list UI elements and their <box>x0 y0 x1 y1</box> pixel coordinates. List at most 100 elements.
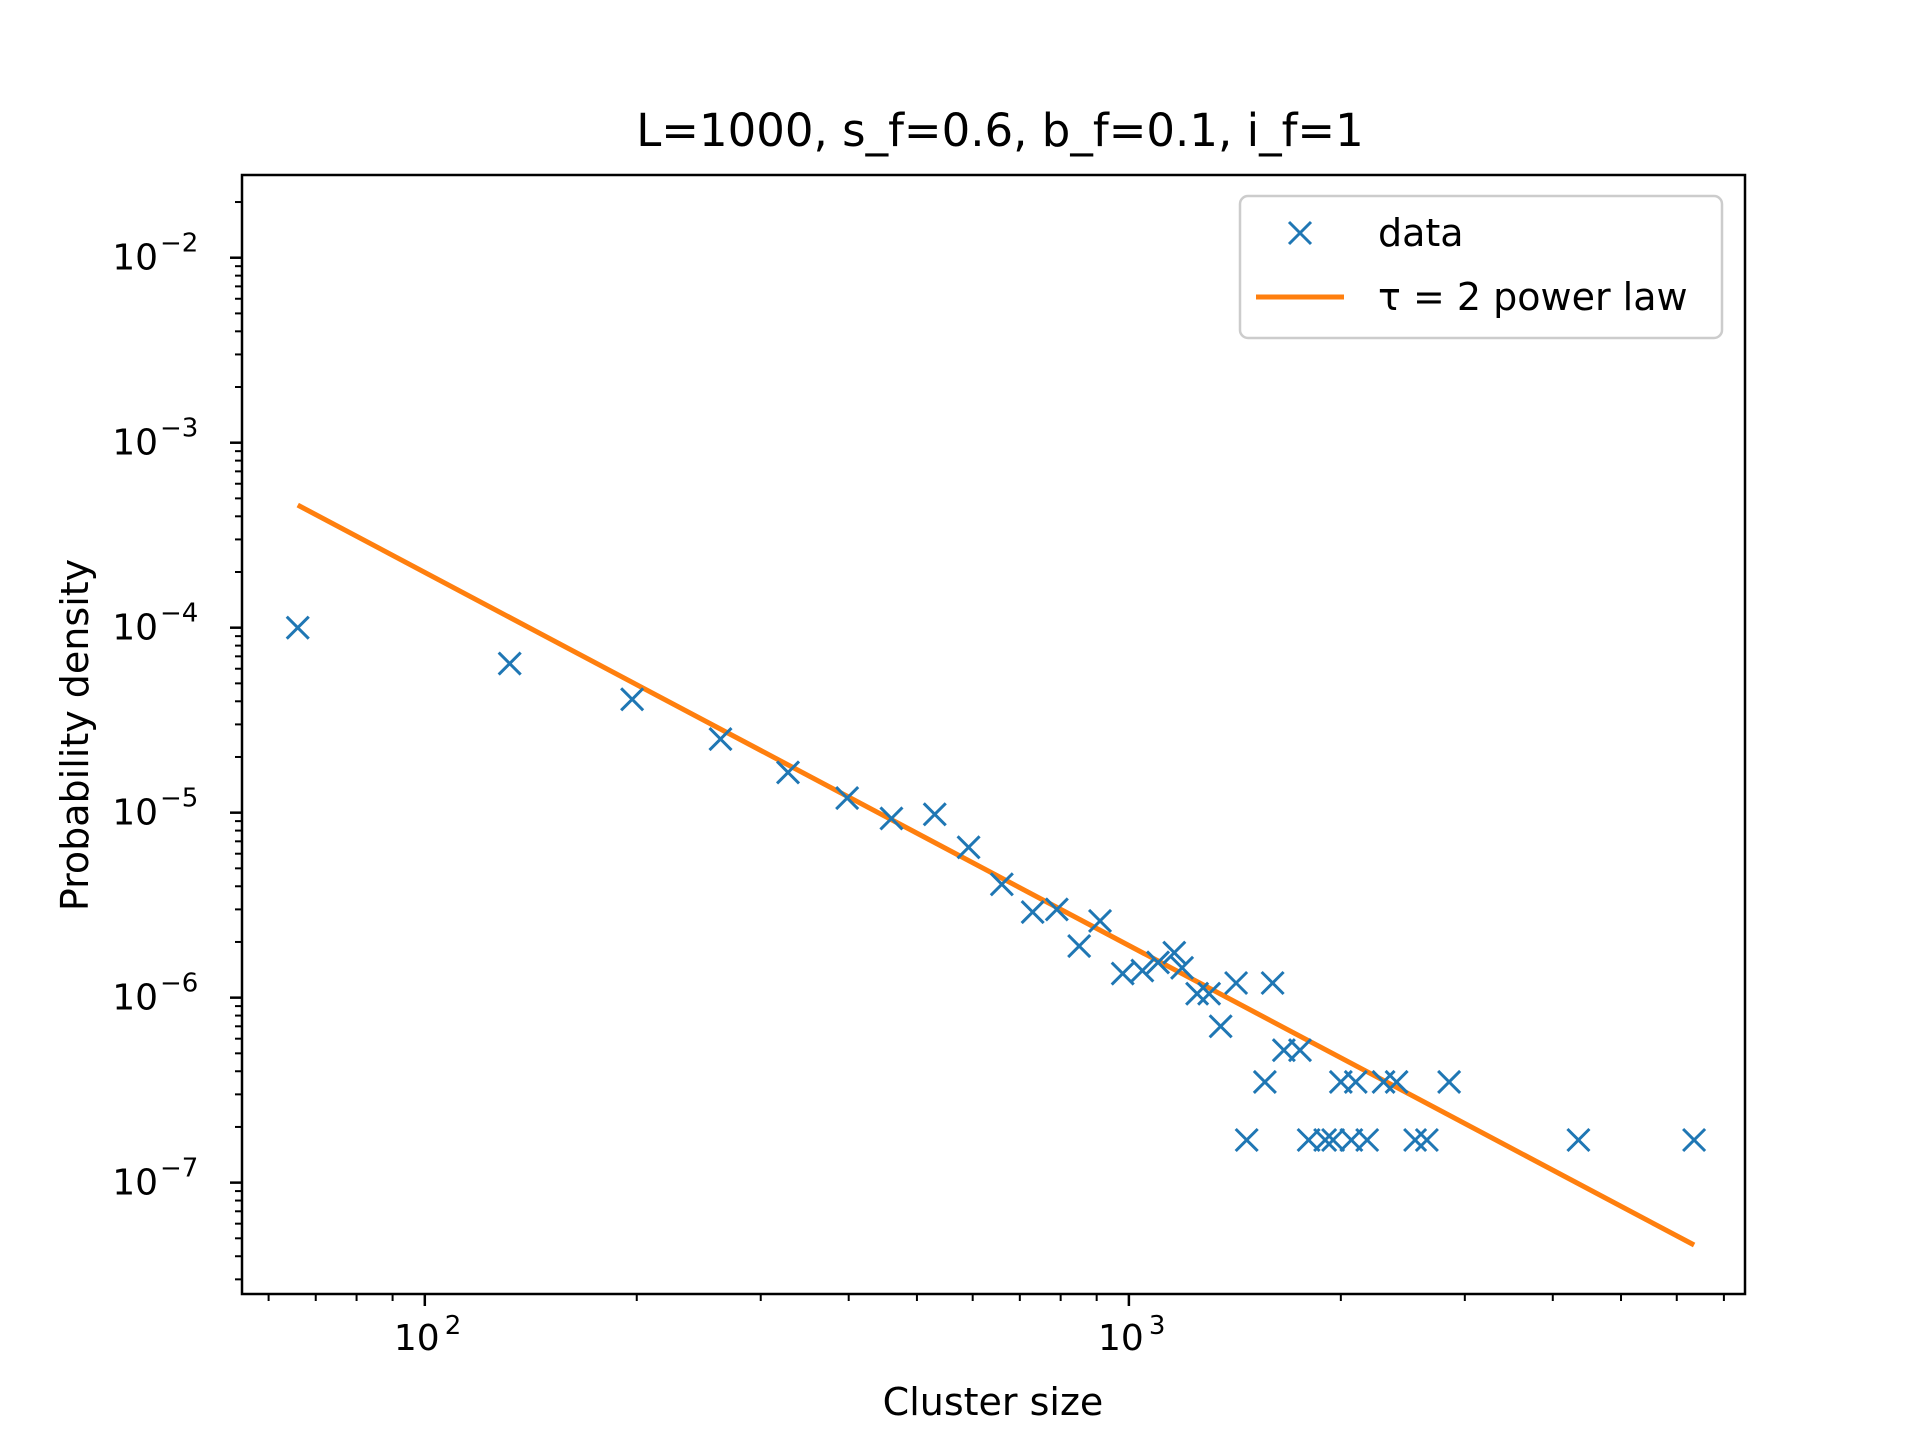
data-point <box>1682 1127 1707 1153</box>
legend-box <box>1238 194 1724 340</box>
marker-stroke <box>775 760 801 785</box>
data-point <box>1208 1014 1233 1039</box>
data-point <box>989 872 1014 897</box>
marker-stroke <box>1044 897 1069 922</box>
data-point <box>956 835 981 860</box>
data-point <box>1566 1127 1591 1153</box>
legend-label-power-law: τ = 2 power law <box>1378 275 1688 319</box>
y-tick-label: 10 <box>112 608 158 649</box>
data-point <box>1162 940 1187 965</box>
legend-data-marker <box>1287 220 1313 246</box>
marker-stroke <box>1252 1069 1277 1095</box>
y-tick-label: 10 <box>112 1163 158 1204</box>
data-point <box>285 615 310 640</box>
data-point <box>1130 958 1155 983</box>
marker-stroke <box>1110 961 1135 986</box>
marker-stroke <box>1414 1127 1439 1153</box>
marker-stroke <box>1185 981 1210 1006</box>
marker-stroke <box>1087 908 1113 933</box>
y-tick-label: 10 <box>112 238 158 279</box>
marker-stroke <box>835 785 860 811</box>
power-law-line <box>296 502 1696 1248</box>
marker-stroke <box>1313 1127 1338 1153</box>
marker-stroke <box>922 802 947 827</box>
marker-stroke <box>1170 955 1195 980</box>
x-tick-exponent: 2 <box>445 1311 462 1341</box>
x-axis-label: Cluster size <box>883 1380 1104 1424</box>
data-point <box>835 785 860 811</box>
axis-ticks: 10 2 10 310 −710 −610 −510 −410 −310 −2 <box>112 201 1725 1359</box>
marker-stroke <box>708 726 733 752</box>
y-tick-label: 10 <box>112 423 158 464</box>
data-point <box>1224 970 1249 996</box>
y-tick-label: 10 <box>112 793 158 834</box>
marker-stroke <box>1437 1069 1462 1095</box>
marker-stroke <box>1260 970 1285 996</box>
data-point <box>1197 981 1222 1006</box>
marker-stroke <box>1384 1069 1409 1095</box>
legend-x-marker <box>1287 220 1313 246</box>
marker-stroke <box>1355 1127 1380 1153</box>
marker-stroke <box>1287 220 1313 246</box>
data-point <box>1384 1069 1409 1095</box>
marker-stroke <box>1403 1127 1428 1153</box>
data-point <box>1044 897 1069 922</box>
y-tick-exponent: −7 <box>160 1154 198 1184</box>
axes-frame <box>240 173 1747 1296</box>
marker-stroke <box>989 872 1014 897</box>
data-point <box>1020 900 1045 925</box>
x-tick-label: 10 <box>394 1318 440 1359</box>
data-point <box>1087 908 1113 933</box>
data-point <box>775 760 801 785</box>
data-point <box>708 726 733 752</box>
marker-stroke <box>1162 940 1187 965</box>
data-point <box>1437 1069 1462 1095</box>
data-point <box>620 687 645 712</box>
marker-stroke <box>620 687 645 712</box>
marker-stroke <box>1234 1127 1259 1153</box>
data-point <box>1343 1069 1368 1095</box>
legend: data τ = 2 power law <box>1238 194 1724 340</box>
data-point <box>1252 1069 1277 1095</box>
data-point <box>1234 1127 1259 1153</box>
data-point <box>1260 970 1285 996</box>
marker-stroke <box>1224 970 1249 996</box>
data-point <box>1145 950 1171 975</box>
marker-stroke <box>285 615 310 640</box>
chart-title: L=1000, s_f=0.6, b_f=0.1, i_f=1 <box>636 104 1364 157</box>
data-point <box>1313 1127 1338 1153</box>
data-marks <box>285 502 1707 1248</box>
data-point <box>1355 1127 1380 1153</box>
y-tick-exponent: −4 <box>160 599 198 629</box>
marker-stroke <box>1067 934 1092 959</box>
marker-stroke <box>1287 1038 1313 1063</box>
marker-stroke <box>1130 958 1155 983</box>
data-point <box>922 802 947 827</box>
data-point <box>1110 961 1135 986</box>
y-tick-label: 10 <box>112 978 158 1019</box>
y-tick-exponent: −3 <box>160 414 198 444</box>
marker-stroke <box>1321 1127 1346 1153</box>
data-point <box>1321 1127 1346 1153</box>
data-point <box>497 651 522 676</box>
data-point <box>879 806 904 831</box>
legend-label-data: data <box>1378 211 1464 255</box>
marker-stroke <box>1208 1014 1233 1039</box>
y-tick-exponent: −2 <box>160 229 198 259</box>
data-point <box>1067 934 1092 959</box>
data-point <box>1287 1038 1313 1063</box>
data-point <box>1170 955 1195 980</box>
x-tick-label: 10 <box>1098 1318 1144 1359</box>
marker-stroke <box>956 835 981 860</box>
marker-stroke <box>1145 950 1171 975</box>
data-point <box>1414 1127 1439 1153</box>
marker-stroke <box>497 651 522 676</box>
marker-stroke <box>1020 900 1045 925</box>
y-tick-exponent: −5 <box>160 784 198 814</box>
marker-stroke <box>1566 1127 1591 1153</box>
data-point <box>1403 1127 1428 1153</box>
y-axis-label: Probability density <box>53 559 97 911</box>
marker-stroke <box>1343 1069 1368 1095</box>
marker-stroke <box>1197 981 1222 1006</box>
